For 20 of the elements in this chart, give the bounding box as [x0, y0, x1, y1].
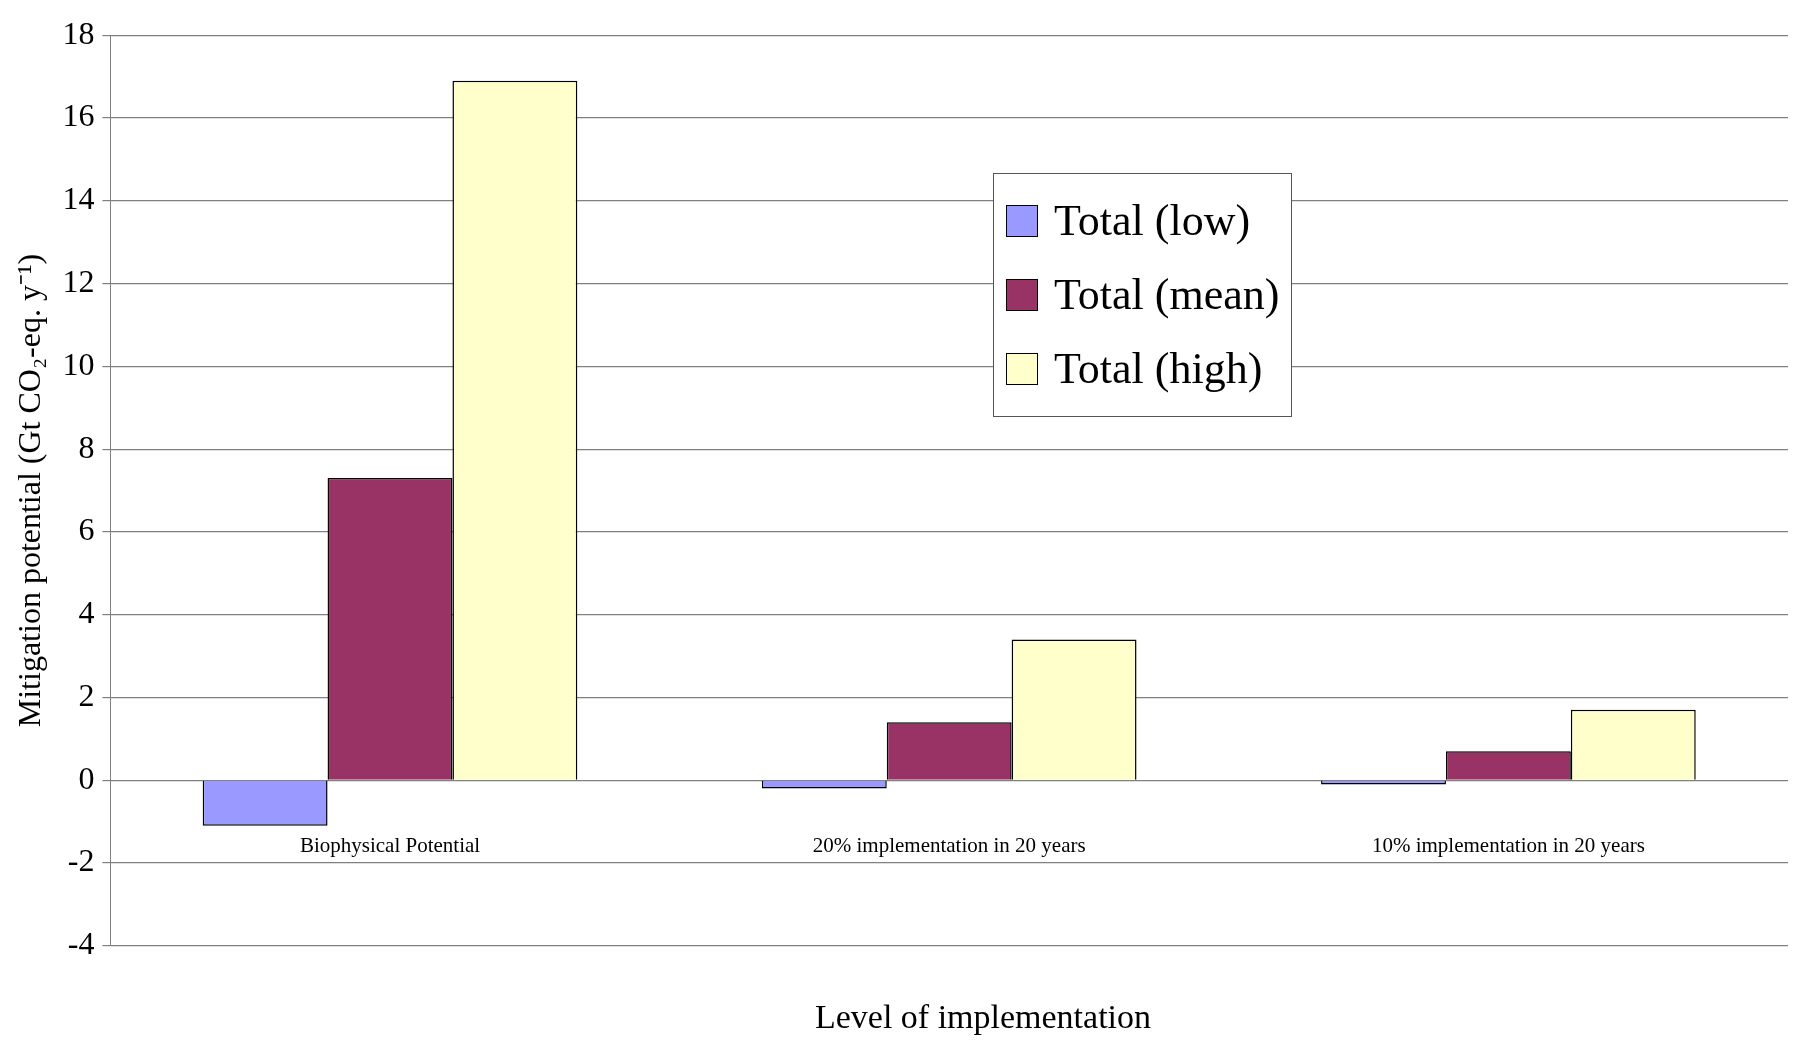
legend-label: Total (low) — [1054, 195, 1251, 247]
y-tick-label: 0 — [78, 759, 95, 796]
y-tick-label: 10 — [62, 345, 95, 382]
y-tick-label: 6 — [78, 511, 95, 548]
x-tick-label: 20% implementation in 20 years — [812, 833, 1086, 858]
y-tick-label: -2 — [67, 842, 95, 879]
y-tick-label: 8 — [78, 428, 95, 465]
y-tick-label: 4 — [78, 594, 95, 631]
x-tick-label: 10% implementation in 20 years — [1371, 833, 1645, 858]
x-axis-title: Level of implementation — [813, 998, 1153, 1036]
legend-label: Total (mean) — [1054, 269, 1280, 321]
y-tick-label: 18 — [62, 14, 95, 51]
y-axis-title: Mitigation potential (Gt CO₂-eq. y⁻¹) — [10, 253, 47, 728]
y-tick-label: 2 — [78, 676, 95, 713]
y-tick-label: 16 — [62, 97, 95, 134]
legend-label: Total (high) — [1054, 343, 1263, 395]
y-tick-label: 14 — [62, 180, 95, 217]
y-tick-label: -4 — [67, 925, 95, 962]
y-tick-label: 12 — [62, 262, 95, 299]
x-tick-label: Biophysical Potential — [299, 833, 481, 858]
